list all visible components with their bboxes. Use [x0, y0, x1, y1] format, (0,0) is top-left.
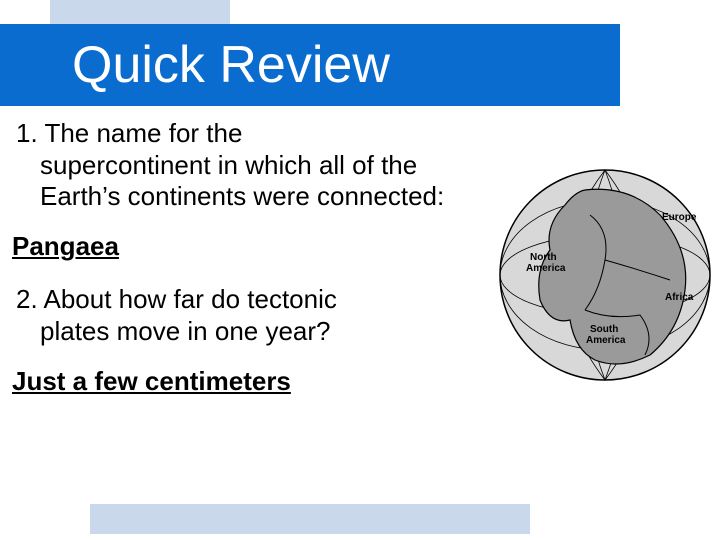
slide-title: Quick Review [72, 35, 390, 95]
question-2: 2. About how far do tectonic plates move… [8, 284, 468, 347]
bottom-accent-bar [90, 504, 530, 534]
title-bar: Quick Review [0, 24, 620, 106]
top-accent-bar [50, 0, 230, 24]
pangaea-globe-illustration: Europe NorthAmerica Africa SouthAmerica [490, 160, 720, 390]
answer-1: Pangaea [8, 231, 468, 262]
question-1: 1. The name for the supercontinent in wh… [8, 118, 468, 213]
content-area: 1. The name for the supercontinent in wh… [8, 118, 468, 419]
question-1-rest: supercontinent in which all of the Earth… [16, 150, 468, 213]
label-europe: Europe [662, 212, 697, 223]
answer-2: Just a few centimeters [8, 366, 468, 397]
question-1-line1: 1. The name for the [16, 118, 468, 150]
question-2-rest: plates move in one year? [16, 316, 468, 348]
globe-icon: Europe NorthAmerica Africa SouthAmerica [490, 160, 720, 390]
question-2-line1: 2. About how far do tectonic [16, 284, 468, 316]
label-africa: Africa [665, 292, 694, 303]
